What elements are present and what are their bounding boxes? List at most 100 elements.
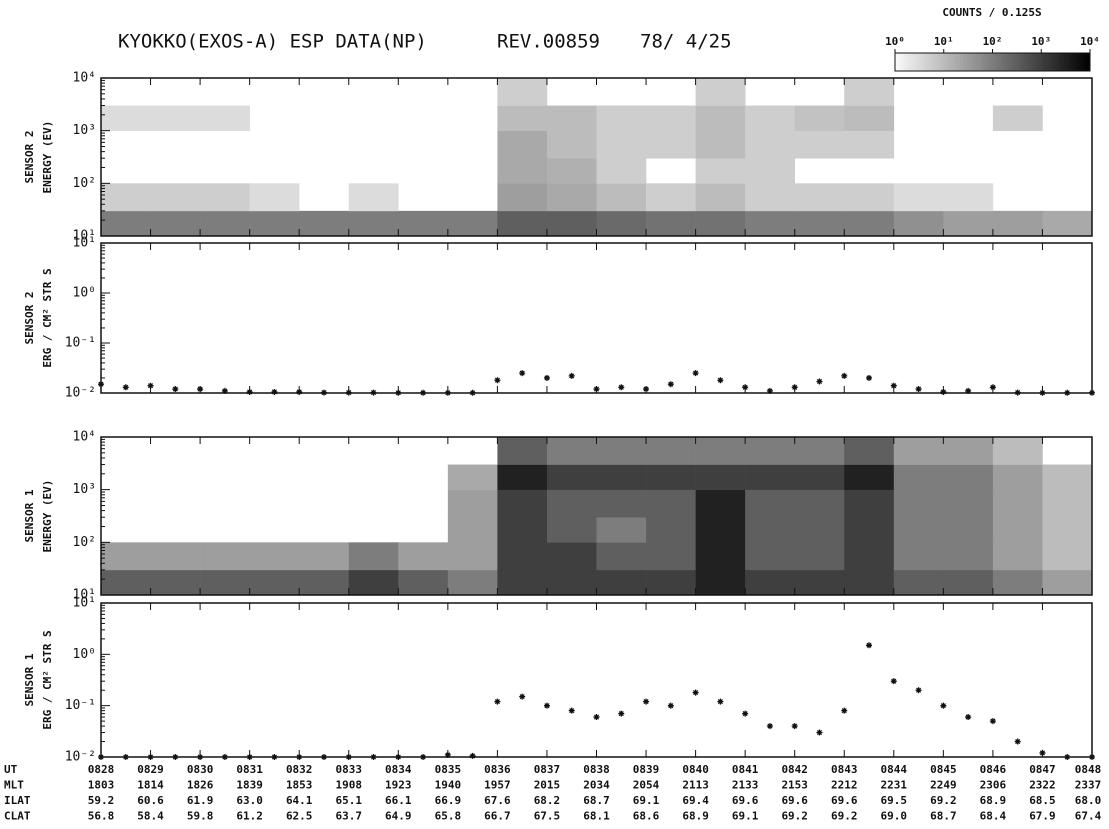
ephemeris-value: 63.0 [236,794,263,807]
spectrogram-cell [200,183,250,212]
ephemeris-value: 0848 [1075,763,1102,776]
y-tick-label: 10⁴ [73,430,96,445]
spectrogram-cell [844,130,895,159]
flux-point [643,698,650,705]
flux-point [989,718,996,725]
ephemeris-value: 2015 [534,779,561,792]
spectrogram-cell [299,542,350,571]
spectrogram-cell [447,517,498,543]
ephemeris-value: 61.2 [236,810,263,823]
spectrogram-cell [893,517,944,543]
colorbar-step [1051,53,1055,71]
colorbar-step [917,53,922,71]
spectrogram-cell [497,542,548,571]
colorbar-step [1031,53,1036,71]
spectrogram-cell [992,542,1043,571]
ephemeris-value: 0840 [682,763,709,776]
flux-point [593,714,600,721]
spectrogram-cell [447,569,498,596]
ephemeris-value: 69.1 [633,794,660,807]
spectrogram-cell [497,130,548,159]
ephemeris-value: 59.2 [88,794,115,807]
spectrogram-cell [101,183,151,212]
flux-point [494,377,501,384]
flux-point [841,372,848,379]
spectrogram-cell [943,542,994,571]
spectrogram-cell [646,105,696,131]
ephemeris-value: 0845 [930,763,957,776]
panel-frame [100,602,1093,758]
spectrogram-cell [101,542,151,571]
ephemeris-value: 64.1 [286,794,313,807]
flux-point [940,702,947,709]
colorbar-step [999,53,1003,71]
colorbar-step [1060,53,1065,71]
spectrogram-cell [695,78,746,106]
ephemeris-value: 0844 [881,763,908,776]
colorbar-tick-label: 10² [983,35,1003,48]
colorbar-step [973,53,977,71]
ephemeris-value: 0836 [484,763,511,776]
spectrogram-cell [695,464,746,490]
ephemeris-value: 0841 [732,763,759,776]
y-tick-label: 10² [73,176,96,191]
y-axis-label: SENSOR 1 [23,653,36,706]
spectrogram-cell [893,437,944,465]
spectrogram-cell [893,464,944,490]
spectrogram-cell [546,158,597,184]
flux-point [122,384,129,391]
spectrogram-cell [447,542,498,571]
ephemeris-value: 0834 [385,763,412,776]
spectrogram-cell [943,210,994,237]
spectrogram-cell [596,210,647,237]
y-tick-label: 10⁻² [65,750,96,765]
flux-point [791,723,798,730]
spectrogram-cell [893,210,944,237]
colorbar-step [924,53,928,71]
spectrogram-cell [844,569,895,596]
ephemeris-value: 68.5 [1029,794,1056,807]
spectrogram-cell [1042,569,1093,596]
ephemeris-value: 0833 [336,763,363,776]
spectrogram-cell [299,569,350,596]
spectrogram-cell [794,489,845,518]
spectrogram-cell [646,183,696,212]
y-tick-label: 10⁰ [73,647,96,662]
spectrogram-cell [844,437,895,465]
spectrogram-cell [546,105,597,131]
flux-point [519,370,526,377]
colorbar-step [904,53,909,71]
ephemeris-value: 58.4 [137,810,164,823]
colorbar-step [947,53,951,71]
colorbar-step [921,53,925,71]
spectrogram-cell [497,158,548,184]
spectrogram-cell [745,569,795,596]
flux-point [816,729,823,736]
spectrogram-cell [101,569,151,596]
colorbar-step [1044,53,1049,71]
colorbar-step [1070,53,1075,71]
spectrogram-cell [200,569,250,596]
ephemeris-row-label: MLT [4,779,24,792]
spectrogram-cell [794,542,845,571]
spectrogram-cell [745,183,795,212]
spectrogram-cell [646,210,696,237]
colorbar-step [950,53,954,71]
y-tick-label: 10⁻¹ [65,336,96,351]
spectrogram-cell [794,210,845,237]
spectrogram-cell [200,210,250,237]
spectrogram-cell [943,464,994,490]
spectrogram-cell [893,183,944,212]
spectrogram-cell [596,105,647,131]
colorbar-step [940,53,945,71]
spectrogram-cell [646,569,696,596]
spectrogram-cell [150,210,201,237]
ephemeris-value: 2153 [781,779,808,792]
y-axis-label: ENERGY (EV) [41,480,54,553]
ephemeris-value: 66.9 [435,794,462,807]
y-tick-label: 10¹ [73,229,96,244]
colorbar-step [989,53,993,71]
ephemeris-value: 2337 [1075,779,1102,792]
ephemeris-value: 68.9 [980,794,1007,807]
